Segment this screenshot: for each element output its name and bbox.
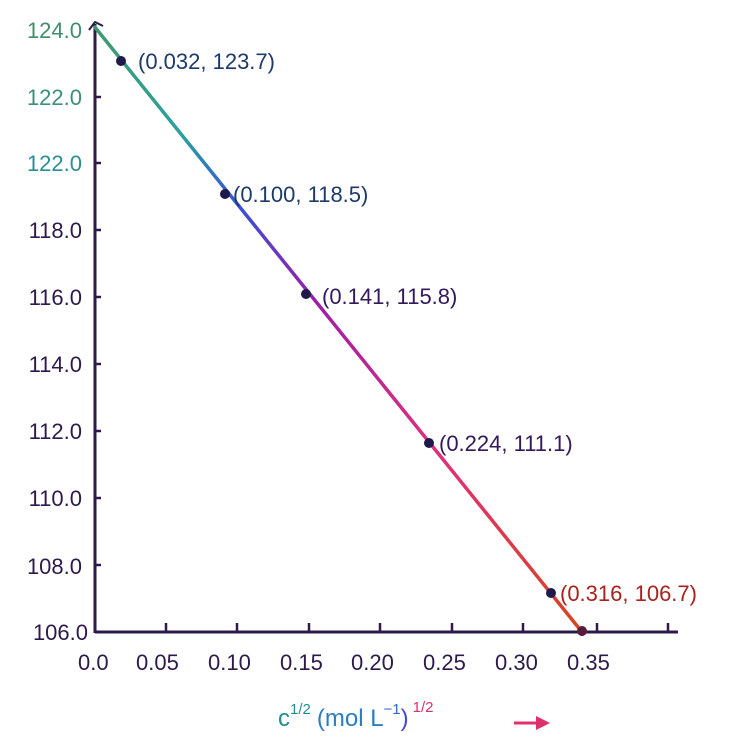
x-tick-label: 0.0	[78, 650, 109, 675]
x-label-close-sup: 1/2	[413, 699, 434, 716]
y-tick-label: 114.0	[29, 352, 82, 377]
x-tick-label: 0.25	[423, 650, 466, 675]
point-label: (0.141, 115.8)	[322, 284, 457, 309]
x-tick-label: 0.35	[567, 650, 610, 675]
x-axis-label: c1/2 (mol L−1) 1/2	[278, 699, 550, 732]
y-tick-label: 112.0	[29, 419, 82, 444]
data-point[interactable]	[220, 189, 230, 199]
x-label-unit-sup: −1	[384, 701, 401, 718]
x-label-close: )	[401, 705, 409, 732]
x-tick-labels: 0.0 0.05 0.10 0.15 0.20 0.25 0.30 0.35	[78, 650, 610, 675]
y-tick-label: 108.0	[27, 554, 82, 579]
y-tick-label: 106.0	[33, 620, 88, 645]
data-point[interactable]	[424, 438, 434, 448]
point-label: (0.100, 118.5)	[233, 182, 368, 207]
axes	[88, 20, 678, 634]
data-point[interactable]	[546, 588, 556, 598]
point-label: (0.316, 106.7)	[560, 581, 697, 606]
data-point[interactable]	[301, 289, 311, 299]
x-label-unit: (mol L	[317, 705, 384, 732]
svg-text:c1/2(mol L−1)1/2: c1/2 (mol L−1) 1/2	[278, 699, 434, 732]
x-tick-label: 0.20	[351, 650, 394, 675]
y-axis-arrow-icon	[88, 20, 104, 31]
x-label-c-sup: 1/2	[290, 701, 311, 718]
y-tick-label: 110.0	[29, 486, 82, 511]
y-tick-labels: 124.0 122.0 122.0 118.0 116.0 114.0 112.…	[27, 18, 88, 645]
x-tick-label: 0.15	[280, 650, 323, 675]
y-tick-label: 124.0	[27, 18, 82, 43]
data-point[interactable]	[116, 56, 126, 66]
y-tick-label: 122.0	[27, 85, 82, 110]
x-tick-label: 0.10	[208, 650, 251, 675]
data-point-labels: (0.032, 123.7) (0.100, 118.5) (0.141, 11…	[138, 49, 697, 606]
x-tick-label: 0.05	[136, 650, 179, 675]
point-label: (0.224, 111.1)	[439, 431, 573, 456]
y-tick-label: 122.0	[27, 151, 82, 176]
data-line	[92, 24, 584, 634]
y-tick-label: 118.0	[29, 218, 82, 243]
x-tick-label: 0.30	[495, 650, 538, 675]
point-label: (0.032, 123.7)	[138, 49, 275, 74]
y-ticks	[95, 95, 101, 567]
data-points	[116, 56, 587, 636]
x-label-c: c	[278, 705, 290, 732]
arrow-right-icon	[514, 716, 550, 730]
axis-intercept-point	[577, 626, 587, 636]
y-tick-label: 116.0	[29, 285, 82, 310]
x-ticks	[164, 623, 670, 632]
